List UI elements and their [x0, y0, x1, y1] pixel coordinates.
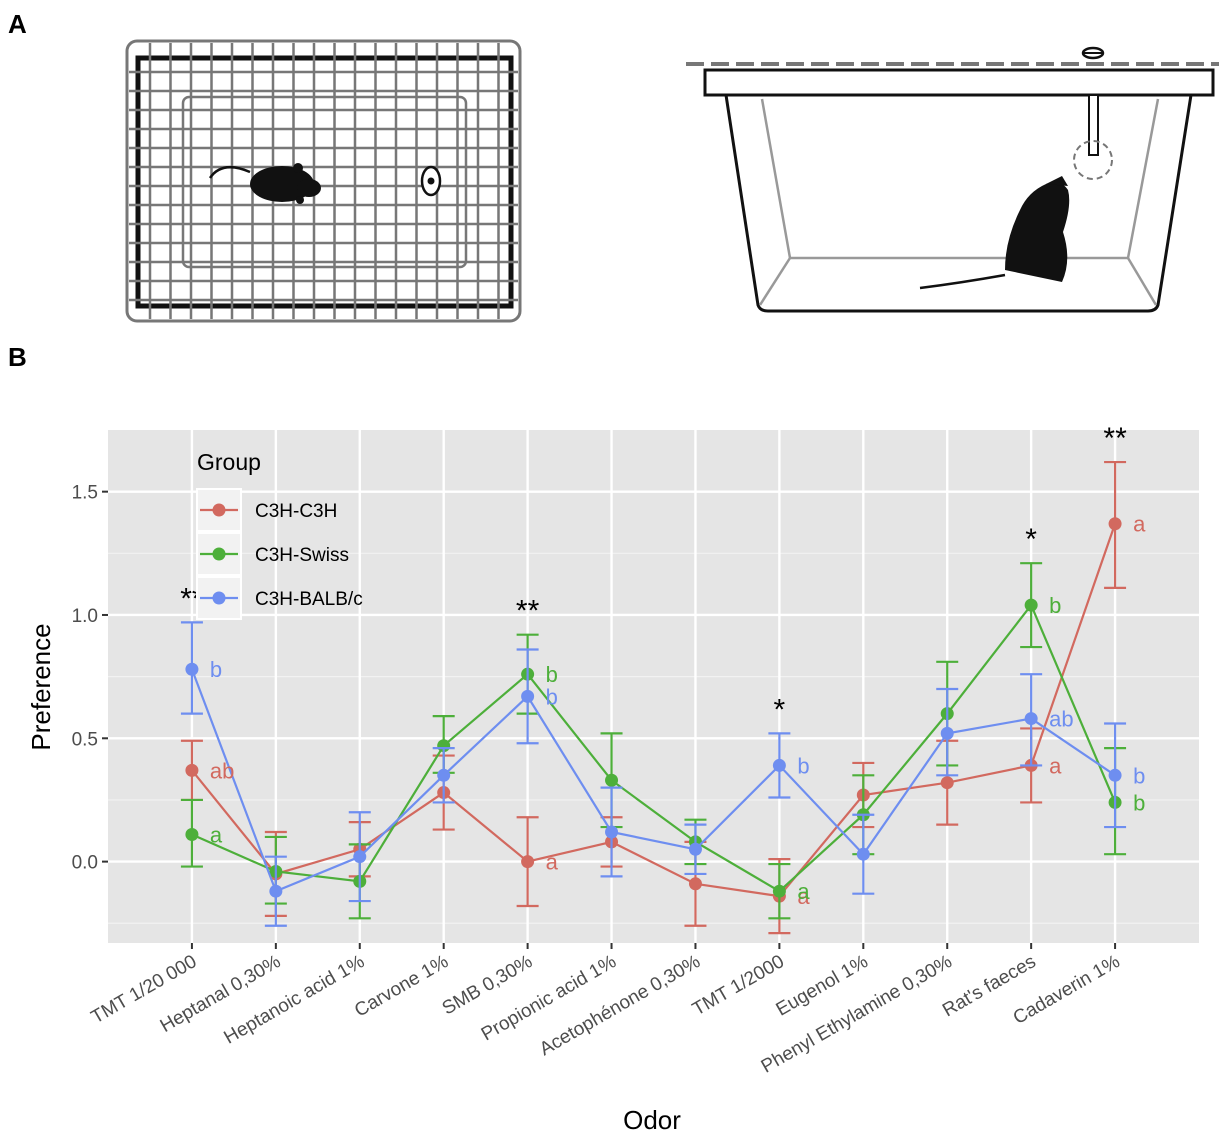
data-point — [688, 842, 702, 856]
significance-layer: ** ****** — [180, 422, 1127, 726]
data-point — [772, 884, 786, 898]
legend-label: C3H-C3H — [255, 501, 337, 522]
data-point — [688, 877, 702, 891]
data-point — [940, 776, 954, 790]
x-tick-label: Carvone 1% — [351, 951, 452, 1022]
group-letter: b — [1133, 763, 1145, 788]
group-letter: b — [797, 753, 809, 778]
data-point — [772, 758, 786, 772]
cage-top-view-illustration — [125, 39, 522, 323]
data-point — [1108, 768, 1122, 782]
data-point — [269, 884, 283, 898]
y-tick-label: 1.0 — [72, 606, 98, 627]
legend-dot — [212, 547, 226, 561]
group-letter: a — [210, 822, 223, 847]
grid-minor — [108, 552, 1199, 924]
data-point — [521, 855, 535, 869]
data-point — [940, 726, 954, 740]
x-axis-title: Odor — [623, 1105, 681, 1134]
group-letter: a — [1133, 512, 1146, 537]
y-axis: 0.0 0.5 1.0 1.5 — [72, 483, 108, 874]
group-letter: b — [1133, 790, 1145, 815]
odor-source-icon — [420, 165, 442, 197]
group-letter: a — [546, 850, 559, 875]
data-point — [1024, 598, 1038, 612]
group-letter: a — [797, 884, 810, 909]
panel-b-label: B — [8, 342, 27, 372]
significance-marker: * — [1025, 523, 1037, 556]
y-tick-label: 0.5 — [72, 729, 98, 750]
panel-a-label: A — [8, 9, 27, 39]
x-tick-label: Acetophénone 0,30% — [536, 951, 704, 1060]
mouse-side-view — [919, 176, 1070, 290]
x-tick-label: Heptanoic acid 1% — [221, 951, 369, 1048]
data-point — [856, 847, 870, 861]
plot-background — [108, 430, 1199, 943]
significance-marker: * — [774, 693, 786, 726]
data-point — [605, 773, 619, 787]
legend-label: C3H-BALB/c — [255, 589, 363, 610]
x-tick-label: Propionic acid 1% — [478, 951, 620, 1045]
data-point — [1108, 517, 1122, 531]
data-point — [437, 768, 451, 782]
legend-dot — [212, 591, 226, 605]
data-point — [185, 662, 199, 676]
data-point — [185, 827, 199, 841]
group-letter: b — [546, 662, 558, 687]
legend-item: C3H-BALB/c — [196, 576, 363, 620]
y-tick-label: 1.5 — [72, 483, 98, 504]
mouse-top-view — [208, 163, 321, 204]
series-C3H-BALB/c — [180, 621, 1127, 927]
group-letter: ab — [210, 758, 234, 783]
legend-item: C3H-Swiss — [196, 532, 349, 576]
group-letter: b — [1049, 593, 1061, 618]
series-layer — [180, 460, 1127, 935]
series-line — [191, 523, 1117, 898]
data-point — [185, 763, 199, 777]
group-letter: b — [210, 657, 222, 682]
data-point — [353, 850, 367, 864]
y-tick-label: 0.0 — [72, 853, 98, 874]
data-point — [605, 825, 619, 839]
legend-item: C3H-C3H — [196, 488, 337, 532]
legend-title: Group — [197, 449, 261, 475]
x-tick-label: TMT 1/2000 — [689, 951, 788, 1020]
data-point — [521, 689, 535, 703]
group-letter: b — [546, 684, 558, 709]
group-letter: ab — [1049, 707, 1073, 732]
y-axis-title: Preference — [26, 623, 56, 750]
legend-label: C3H-Swiss — [255, 545, 349, 566]
group-letter: a — [797, 879, 810, 904]
significance-marker: ** — [1103, 422, 1127, 455]
cage-side-view-illustration — [686, 46, 1219, 313]
series-line — [191, 602, 1117, 893]
legend: Group C3H-C3H C3H-Swiss C3H-BALB/c — [196, 449, 363, 620]
group-letter: a — [1049, 753, 1062, 778]
series-line — [190, 668, 1116, 893]
data-point — [1024, 712, 1038, 726]
legend-dot — [212, 503, 226, 517]
significance-marker: ** — [516, 595, 540, 628]
